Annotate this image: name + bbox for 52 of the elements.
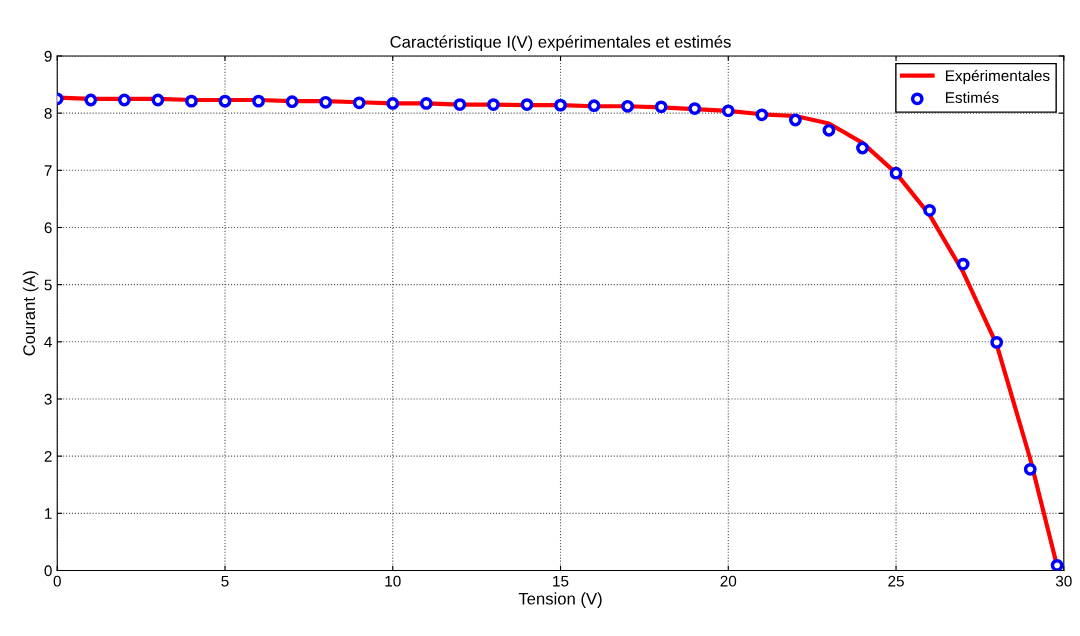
point (117, 93, 131, 107)
point (1050, 558, 1064, 571)
x-tick-label: 10 (385, 575, 401, 587)
point (587, 99, 601, 113)
point (319, 95, 333, 109)
point (386, 97, 400, 110)
point (1023, 462, 1037, 476)
y-tick-label: 3 (44, 393, 52, 405)
x-tick-label: 25 (888, 575, 904, 587)
point (755, 108, 769, 122)
x-tick-label: 5 (221, 575, 229, 587)
point (990, 335, 1004, 349)
point (923, 203, 936, 217)
y-tick-label: 0 (44, 565, 52, 577)
point (788, 113, 802, 127)
point (185, 94, 198, 108)
point (889, 166, 903, 180)
point (453, 98, 467, 111)
point (218, 94, 232, 108)
legend-label: Expérimentales (946, 69, 1050, 85)
y-axis-title: Courant (A) (22, 271, 39, 356)
point (721, 104, 735, 118)
point (352, 96, 366, 110)
point (252, 94, 265, 108)
y-tick-label: 6 (44, 222, 52, 234)
x-tick-label: 30 (1055, 575, 1072, 587)
point (419, 97, 433, 110)
point (520, 98, 534, 111)
point (285, 95, 299, 109)
y-tick-label: 8 (44, 108, 52, 119)
y-tick-label: 1 (45, 508, 52, 519)
point (151, 93, 165, 107)
point (822, 123, 836, 137)
point (654, 100, 668, 114)
y-tick-label: 7 (44, 165, 52, 176)
chart-title: Caractéristique I(V) expérimentales et estimés (390, 35, 731, 52)
point (621, 99, 635, 113)
point (956, 257, 970, 271)
point (688, 102, 702, 115)
point (856, 141, 869, 155)
point (84, 93, 98, 107)
point (554, 98, 567, 112)
legend-label: Estimés (946, 91, 999, 103)
y-tick-label: 5 (44, 279, 52, 291)
x-axis-title: Tension (V) (518, 592, 602, 608)
x-tick-label: 15 (553, 575, 569, 587)
y-tick-label: 4 (44, 336, 52, 348)
x-tick-label: 0 (53, 575, 61, 587)
y-tick-label: 9 (44, 50, 52, 62)
y-tick-label: 2 (44, 451, 52, 462)
x-tick-label: 20 (720, 575, 737, 587)
point (487, 98, 500, 111)
